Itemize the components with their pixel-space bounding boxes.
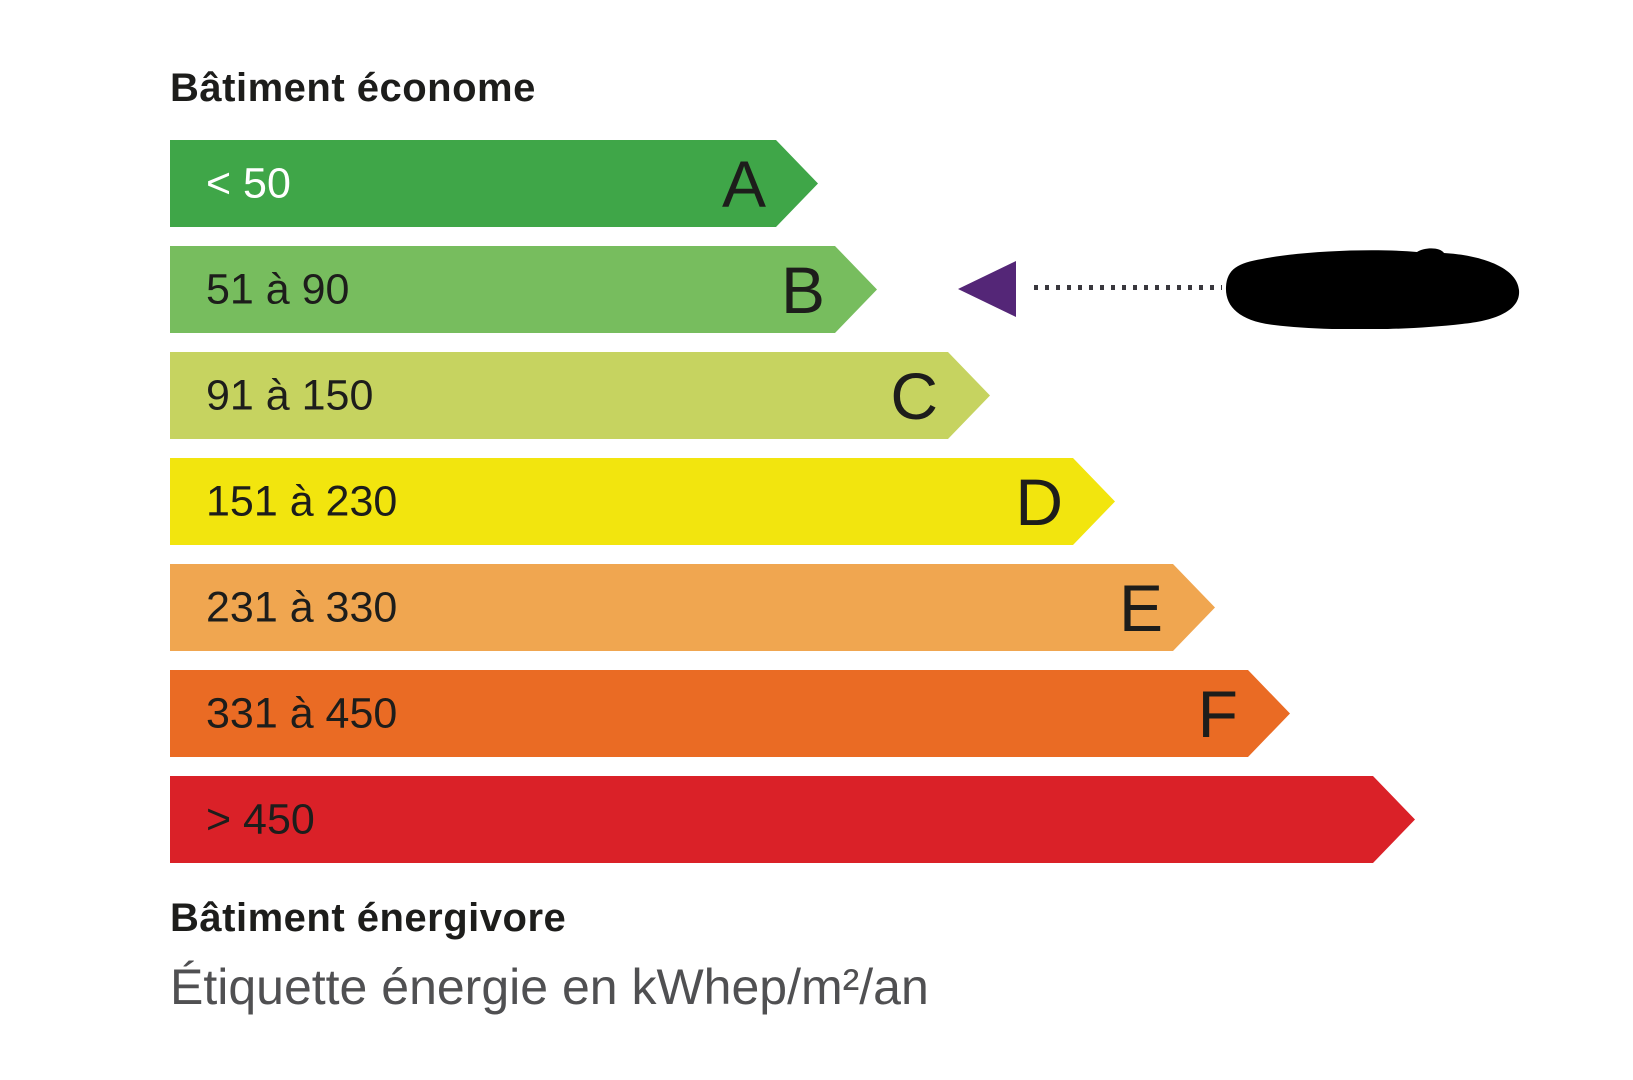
energy-class-bar-a: < 50 A bbox=[170, 140, 818, 227]
rating-arrow-icon bbox=[958, 261, 1016, 317]
energy-class-bar-c: 91 à 150 C bbox=[170, 352, 990, 439]
energy-class-letter: D bbox=[1015, 464, 1063, 539]
energy-class-letter: E bbox=[1118, 570, 1163, 645]
energy-class-letter: C bbox=[890, 358, 938, 433]
energy-range-label: > 450 bbox=[206, 795, 315, 843]
energy-class-bar-d: 151 à 230 D bbox=[170, 458, 1115, 545]
energy-scale-bars: < 50 A 51 à 90 B 91 à 150 C 151 à 230 D … bbox=[170, 140, 1415, 882]
energy-class-letter: F bbox=[1197, 676, 1238, 751]
header-economical-building: Bâtiment économe bbox=[170, 66, 536, 110]
energy-class-letter: A bbox=[721, 146, 766, 221]
redacted-value-marker bbox=[1225, 248, 1520, 329]
energy-range-label: 91 à 150 bbox=[206, 371, 374, 419]
energy-label-caption: Étiquette énergie en kWhep/m²/an bbox=[170, 959, 929, 1015]
energy-range-label: 331 à 450 bbox=[206, 689, 398, 737]
energy-range-label: 231 à 330 bbox=[206, 583, 398, 631]
energy-range-label: 151 à 230 bbox=[206, 477, 398, 525]
energy-range-label: < 50 bbox=[206, 159, 291, 207]
energy-class-bar-f: 331 à 450 F bbox=[170, 670, 1290, 757]
energy-class-bar-g: > 450 bbox=[170, 776, 1415, 863]
rating-dotted-line bbox=[1034, 285, 1222, 290]
energy-range-label: 51 à 90 bbox=[206, 265, 350, 313]
header-energy-intensive-building: Bâtiment énergivore bbox=[170, 896, 567, 940]
energy-class-letter: B bbox=[780, 252, 825, 327]
energy-class-bar-b: 51 à 90 B bbox=[170, 246, 877, 333]
energy-class-bar-e: 231 à 330 E bbox=[170, 564, 1215, 651]
